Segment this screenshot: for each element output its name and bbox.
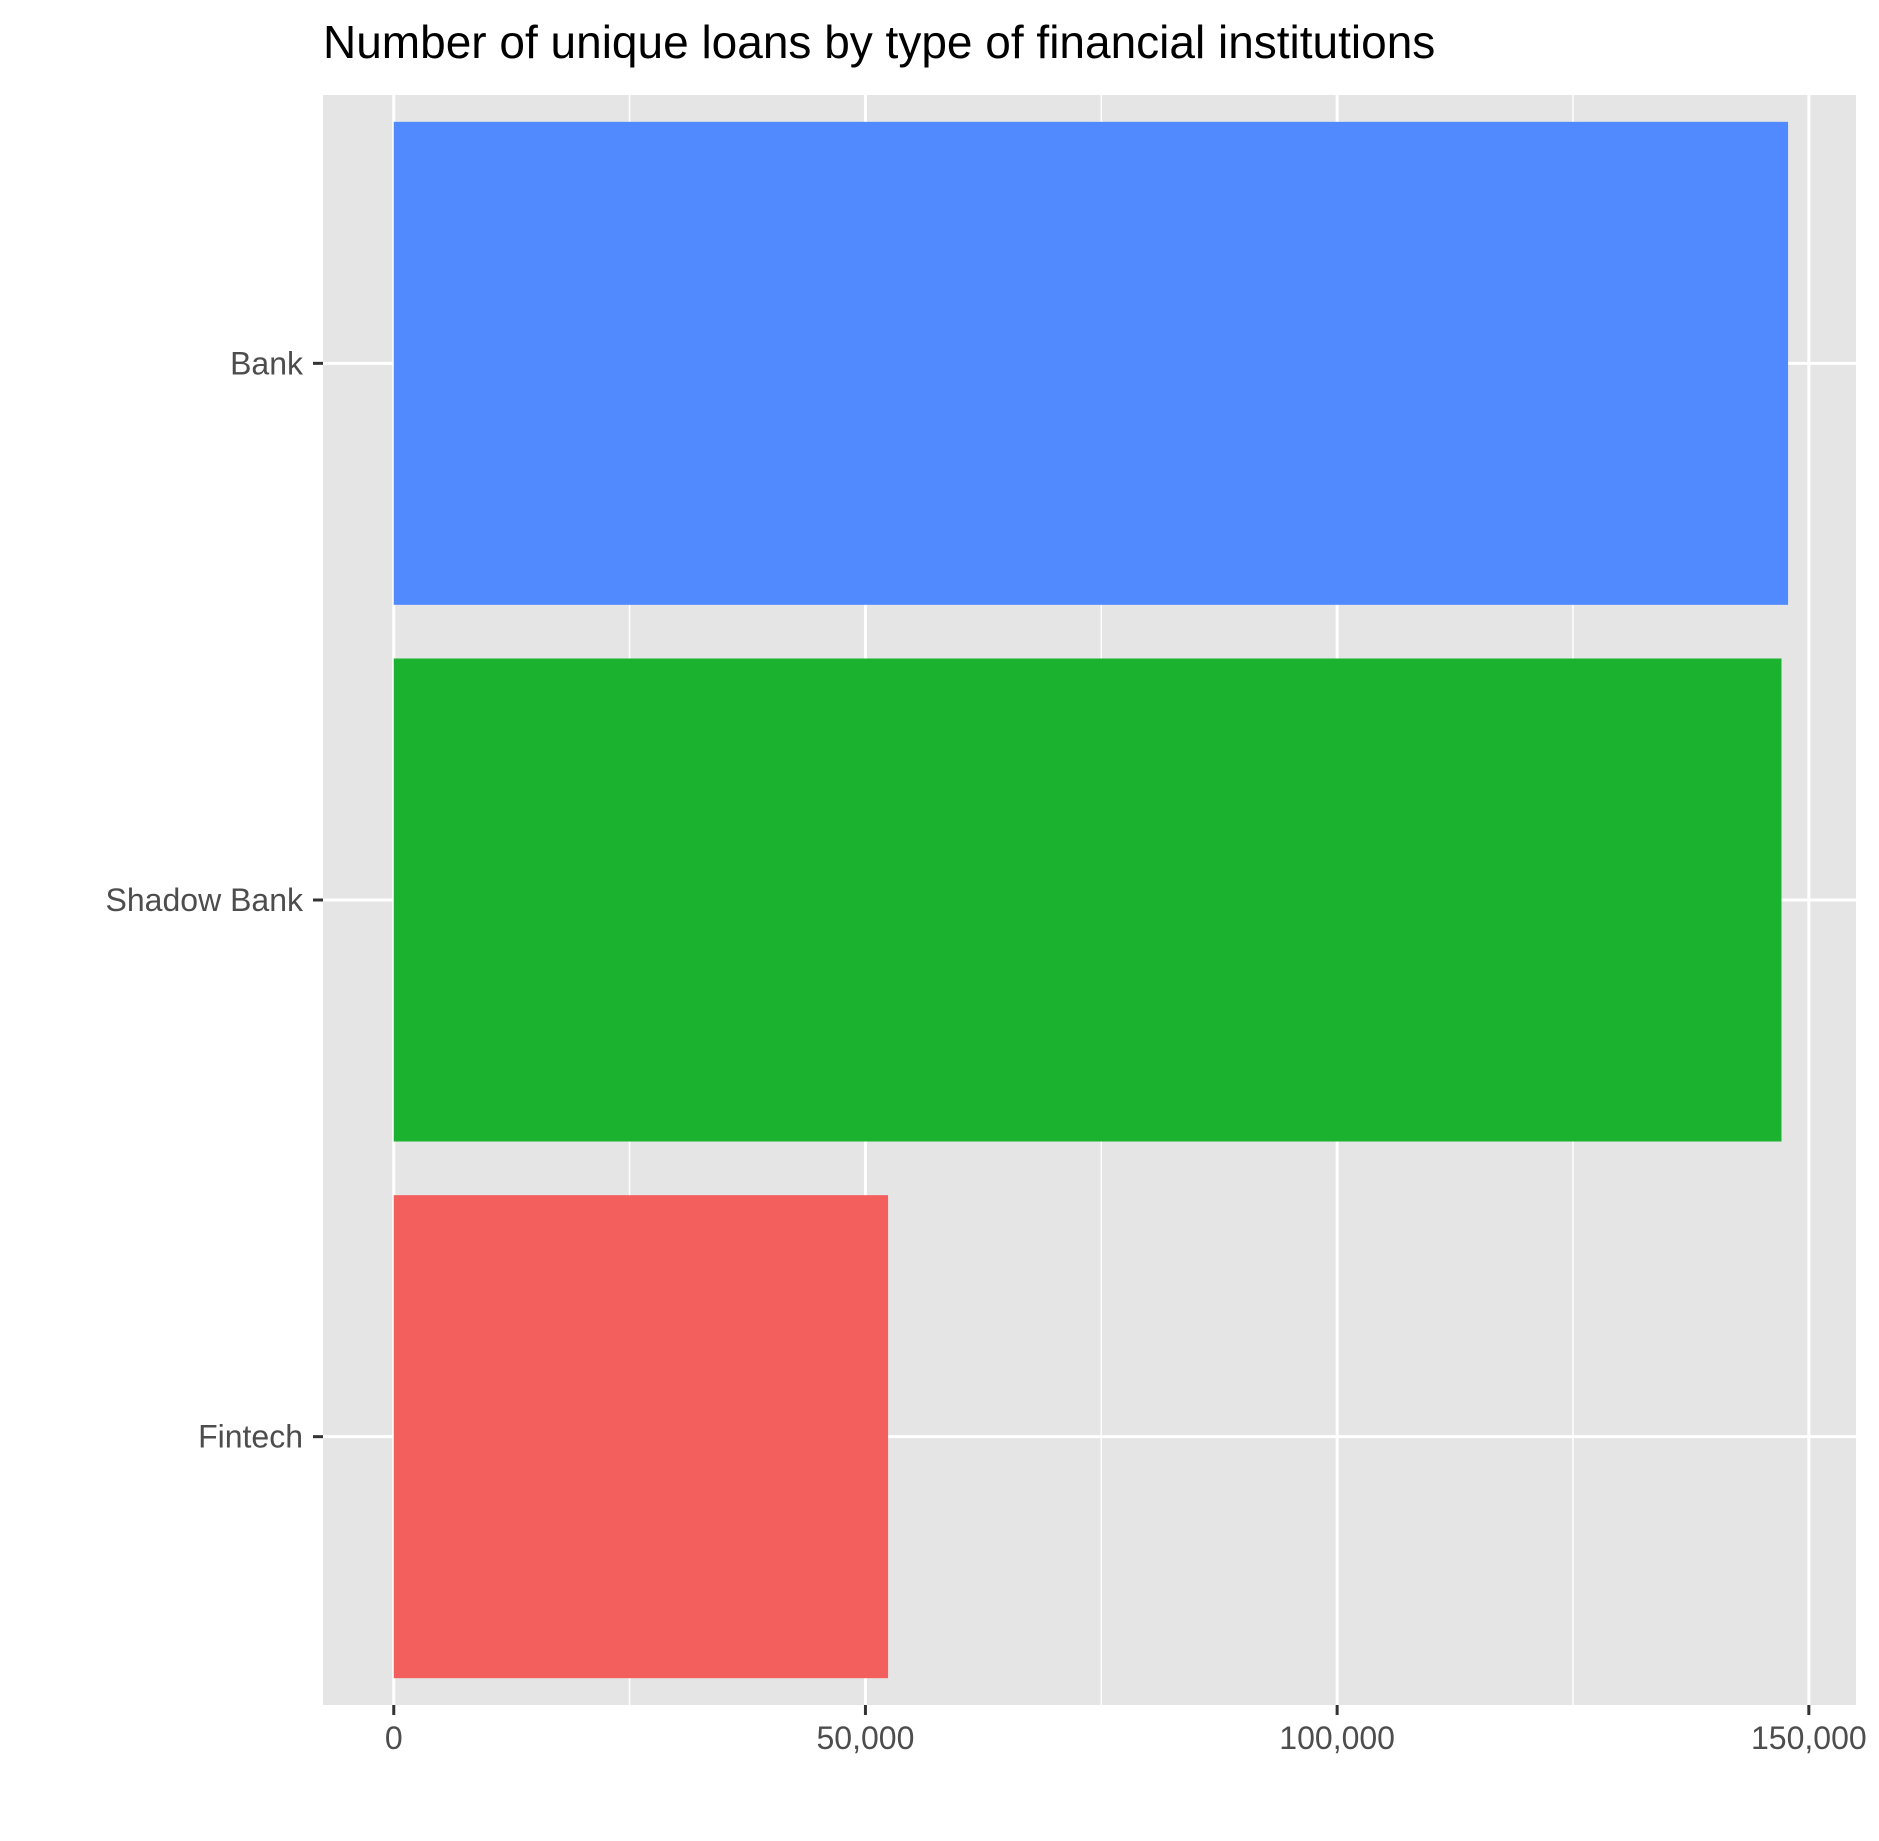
x-tick-label: 50,000 [817, 1720, 915, 1756]
chart-title: Number of unique loans by type of financ… [323, 16, 1435, 68]
x-tick-label: 100,000 [1279, 1720, 1395, 1756]
bars [393, 121, 1789, 1679]
x-tick-label: 150,000 [1751, 1720, 1867, 1756]
x-tick-label: 0 [385, 1720, 403, 1756]
axes: Bank Shadow Bank Fintech 0 50,000 100,000 150,… [106, 345, 1867, 1756]
y-tick-label: Bank [230, 345, 304, 381]
bar-shadow-bank [393, 658, 1782, 1142]
bar-fintech [393, 1195, 889, 1679]
bar-bank [393, 121, 1789, 605]
y-tick-label: Shadow Bank [106, 882, 304, 918]
y-tick-label: Fintech [198, 1419, 303, 1455]
